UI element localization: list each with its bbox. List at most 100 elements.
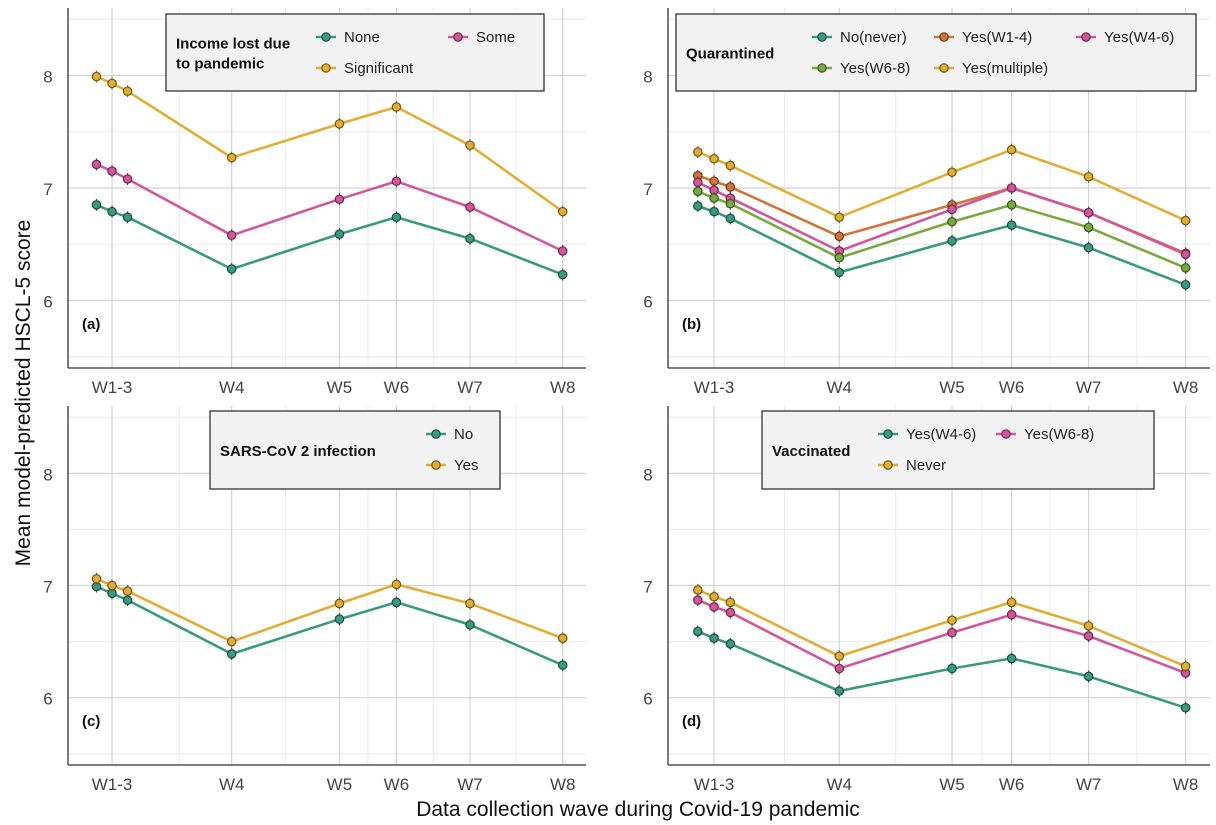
legend-label: Yes(W6-8) (1024, 426, 1094, 443)
x-tick-label: W4 (827, 775, 853, 794)
legend-item: Yes(W1-4) (934, 29, 1032, 46)
legend-title: SARS-CoV 2 infection (220, 443, 376, 460)
panel-b: 6 7 8 W1-3 W4 W5 W6 W7 W8 (b) Quarantined No(never)… (643, 8, 1210, 397)
series-no-never (693, 200, 1191, 291)
data-point (391, 102, 402, 112)
legend-item: Yes (426, 457, 478, 474)
data-point (91, 573, 102, 584)
data-point (725, 198, 736, 209)
data-point (834, 252, 845, 263)
legend-box (209, 410, 501, 490)
x-tick-label: W5 (327, 775, 353, 794)
panel-label: (c) (82, 713, 100, 730)
data-point (465, 140, 475, 151)
y-tick-label: 8 (43, 68, 52, 87)
series-some (91, 158, 568, 257)
y-axis-title: Mean model-predicted HSCL-5 score (12, 220, 35, 567)
data-point (1006, 653, 1017, 664)
x-tick-label: W8 (1173, 378, 1199, 397)
series-line (697, 588, 1187, 668)
x-tick-label: W5 (327, 378, 353, 397)
legend-item: No(never) (812, 29, 907, 46)
data-point (693, 595, 703, 605)
data-point (834, 231, 845, 242)
data-point (947, 627, 957, 638)
data-point (693, 201, 703, 211)
x-tick-label: W7 (1076, 775, 1102, 794)
y-tick-label: 6 (43, 690, 52, 709)
data-point (947, 216, 957, 227)
x-tick-label: W4 (827, 378, 853, 397)
data-point (91, 159, 102, 170)
y-tick-label: 7 (43, 578, 52, 597)
data-point (947, 236, 957, 246)
data-point (391, 579, 402, 590)
data-point (122, 174, 133, 184)
data-point (226, 636, 237, 647)
x-tick-label: W1-3 (92, 775, 133, 794)
series-yes-w4-6 (693, 176, 1191, 261)
series-never (693, 583, 1191, 673)
data-point (725, 639, 736, 649)
data-point (465, 233, 475, 244)
panel-label: (b) (682, 316, 701, 333)
data-point (465, 619, 475, 630)
legend-label: Significant (344, 60, 414, 77)
series-line (95, 585, 564, 667)
panel-label: (d) (682, 713, 701, 730)
legend-label: Yes(W4-6) (1104, 29, 1174, 46)
data-point (834, 651, 845, 661)
panels: 6 7 8 W1-3 W4 W5 W6 W7 W8 (a) Income lost due to pa… (43, 8, 1210, 794)
data-point (947, 204, 957, 215)
legend-key-point (883, 460, 893, 470)
x-tick-label: W1-3 (694, 775, 735, 794)
data-point (709, 193, 719, 203)
data-point (709, 633, 719, 644)
legend-key-point (321, 32, 331, 42)
panel-d: 6 7 8 W1-3 W4 W5 W6 W7 W8 (d) Vaccinated Yes(W4-6) Y… (643, 406, 1210, 794)
legend-label: Never (906, 457, 946, 474)
data-point (1006, 609, 1017, 620)
series-significant (91, 70, 568, 218)
data-point (693, 147, 703, 157)
data-point (122, 586, 133, 596)
legend-title: Income lost due (176, 36, 290, 53)
data-point (226, 152, 237, 163)
legend-label: Yes(multiple) (962, 60, 1048, 77)
data-point (1083, 621, 1094, 631)
legend-title: Quarantined (686, 46, 774, 63)
data-point (1006, 183, 1017, 193)
data-point (1083, 222, 1094, 233)
data-point (947, 167, 957, 178)
legend-label: Yes(W4-6) (906, 426, 976, 443)
legend-title: Vaccinated (772, 443, 850, 460)
data-point (1180, 263, 1191, 273)
series-yes (91, 572, 568, 648)
x-tick-label: W8 (550, 775, 576, 794)
data-point (1180, 661, 1191, 672)
legend-label: Yes (454, 457, 478, 474)
data-point (1083, 171, 1094, 182)
x-tick-label: W6 (384, 775, 410, 794)
x-tick-label: W5 (939, 775, 965, 794)
data-point (334, 229, 345, 239)
legend-box (165, 13, 545, 92)
data-point (1006, 144, 1017, 155)
legend: SARS-CoV 2 infection No Yes (209, 410, 501, 490)
data-point (834, 267, 845, 278)
data-point (107, 580, 117, 591)
legend-label: No(never) (840, 29, 907, 46)
data-point (725, 160, 736, 171)
data-point (725, 597, 736, 608)
data-point (1180, 215, 1191, 226)
y-tick-label: 6 (643, 690, 652, 709)
legend-key-point (1081, 32, 1091, 42)
data-point (1083, 207, 1094, 218)
y-tick-label: 8 (43, 465, 52, 484)
data-point (226, 230, 237, 241)
y-tick-label: 7 (643, 578, 652, 597)
data-point (709, 602, 719, 612)
legend-key-point (321, 63, 331, 73)
data-point (1006, 220, 1017, 230)
